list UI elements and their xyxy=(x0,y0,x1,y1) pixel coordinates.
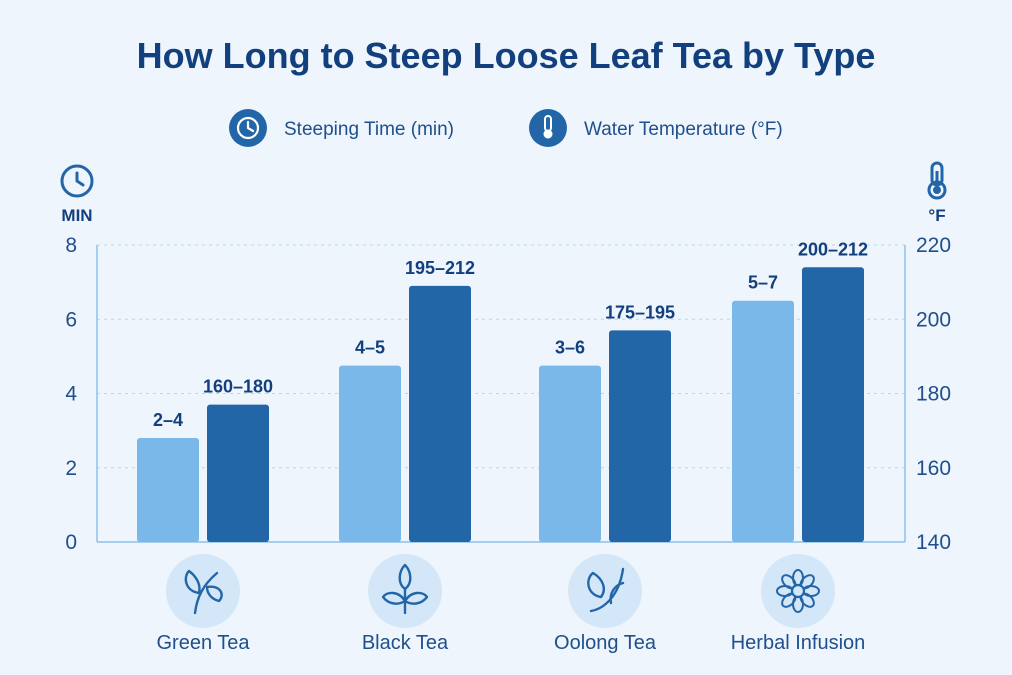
left-tick-label: 8 xyxy=(65,234,77,257)
chart-title: How Long to Steep Loose Leaf Tea by Type xyxy=(137,35,876,76)
data-label-water-temperature: 175–195 xyxy=(605,302,675,322)
legend-label-water-temperature: Water Temperature (°F) xyxy=(584,119,783,140)
data-label-water-temperature: 195–212 xyxy=(405,258,475,278)
left-tick-label: 6 xyxy=(65,308,77,331)
bars xyxy=(137,267,864,542)
right-tick-label: 140 xyxy=(916,531,951,554)
left-axis-unit: MIN xyxy=(61,206,92,225)
legend: Steeping Time (min) Water Temperature (°… xyxy=(229,109,783,147)
clock-icon xyxy=(229,109,267,147)
left-axis-clock-icon xyxy=(60,164,94,198)
thermometer-icon xyxy=(529,109,567,147)
bar-water-temperature xyxy=(802,267,864,542)
bar-steeping-time xyxy=(732,300,794,542)
right-tick-label: 160 xyxy=(916,457,951,480)
bar-steeping-time xyxy=(539,365,601,542)
left-axis-ticks: 0 2 4 6 8 xyxy=(65,234,77,554)
category-label: Black Tea xyxy=(362,632,449,654)
data-label-steeping-time: 5–7 xyxy=(748,273,778,293)
data-label-steeping-time: 2–4 xyxy=(153,410,183,430)
right-tick-label: 180 xyxy=(916,383,951,406)
legend-label-steeping-time: Steeping Time (min) xyxy=(284,119,454,140)
category-label: Oolong Tea xyxy=(554,632,657,654)
data-label-water-temperature: 160–180 xyxy=(203,377,273,397)
left-tick-label: 0 xyxy=(65,531,77,554)
bar-water-temperature xyxy=(207,404,269,542)
right-tick-label: 200 xyxy=(916,308,951,331)
bar-labels: 2–4 160–180 4–5 195–212 3–6 175–195 5–7 200–212 xyxy=(153,239,868,430)
right-axis-unit: °F xyxy=(928,206,945,225)
category-label: Green Tea xyxy=(156,632,250,654)
right-tick-label: 220 xyxy=(916,234,951,257)
curled-leaf-icon xyxy=(568,554,642,628)
category-label: Herbal Infusion xyxy=(731,632,866,654)
bar-water-temperature xyxy=(609,330,671,542)
bar-steeping-time xyxy=(339,365,401,542)
right-axis-thermometer-icon xyxy=(927,161,947,200)
flower-icon xyxy=(761,554,835,628)
left-tick-label: 2 xyxy=(65,457,77,480)
sprout-icon xyxy=(368,554,442,628)
leaf-sprig-icon xyxy=(166,554,240,628)
bar-water-temperature xyxy=(409,285,471,542)
data-label-steeping-time: 3–6 xyxy=(555,338,585,358)
data-label-water-temperature: 200–212 xyxy=(798,239,868,259)
right-axis-ticks: 140 160 180 200 220 xyxy=(916,234,951,554)
bar-steeping-time xyxy=(137,438,199,542)
data-label-steeping-time: 4–5 xyxy=(355,338,385,358)
category-labels: Green Tea Black Tea Oolong Tea Herbal Infus… xyxy=(156,632,865,654)
left-tick-label: 4 xyxy=(65,383,77,406)
category-icons xyxy=(166,554,835,628)
